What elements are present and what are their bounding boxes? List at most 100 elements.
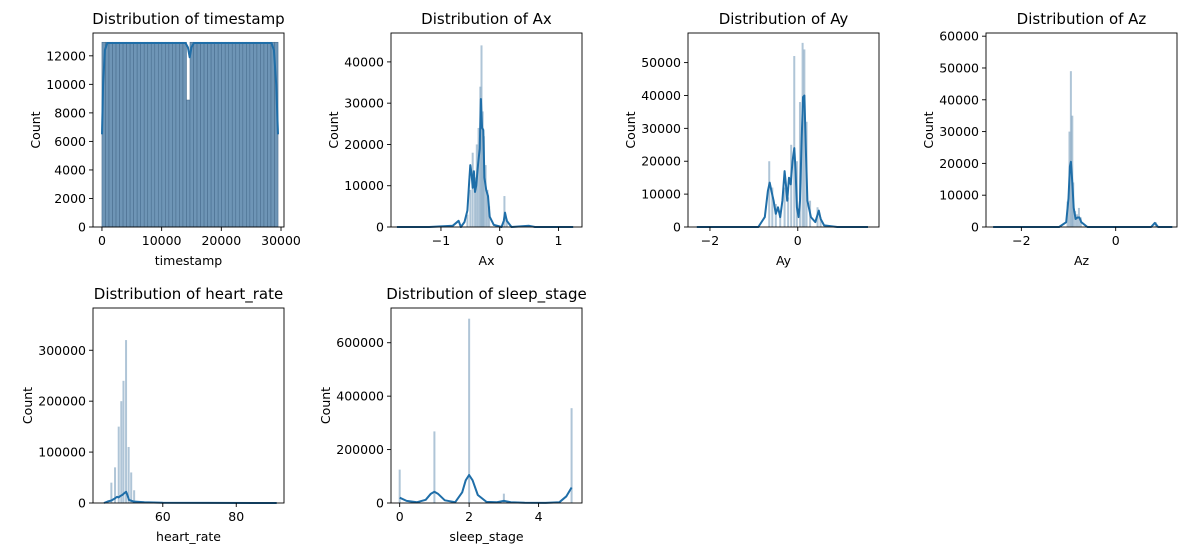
chart-title: Distribution of Az: [1017, 10, 1147, 28]
y-tick-label: 20000: [641, 154, 681, 169]
histogram-bar: [119, 41, 124, 228]
y-tick-label: 20000: [939, 156, 979, 171]
y-tick-label: 400000: [336, 389, 384, 404]
y-tick-label: 40000: [344, 54, 384, 69]
subplot-3: −2 0 0 10000 20000 30000 40000 50000 Distributio…: [623, 10, 880, 268]
histogram-bar: [203, 41, 208, 228]
y-tick-label: 300000: [38, 343, 86, 358]
histogram-bar: [469, 189, 472, 227]
histogram-bar: [793, 56, 796, 227]
subplot-2: −1 0 1 0 10000 20000 30000 40000 Distribution of…: [326, 10, 583, 268]
y-tick-label: 30000: [344, 96, 384, 111]
histogram-bar: [108, 41, 113, 228]
y-tick-label: 60000: [939, 29, 979, 44]
histogram-bar: [787, 197, 790, 227]
x-tick-label: −2: [1012, 233, 1030, 248]
histogram-bar: [249, 41, 254, 228]
x-tick-label: 20000: [201, 233, 241, 248]
x-tick-label: 80: [228, 509, 244, 524]
y-tick-label: 8000: [54, 105, 86, 120]
x-axis-label: Ay: [776, 253, 792, 268]
histogram-bar: [779, 210, 782, 227]
y-tick-label: 0: [673, 220, 681, 235]
histogram-bar: [253, 41, 258, 228]
histogram-bar: [398, 469, 401, 503]
x-axis-label: Ax: [479, 253, 495, 268]
histogram-bar: [130, 472, 133, 503]
histogram-bar: [256, 41, 261, 228]
histogram-bar: [486, 189, 489, 227]
x-tick-label: 60: [155, 509, 171, 524]
y-tick-label: 4000: [54, 162, 86, 177]
histogram-bar: [242, 41, 247, 228]
histogram-bar: [477, 127, 480, 227]
y-tick-label: 600000: [336, 335, 384, 350]
histogram-bar: [570, 408, 573, 503]
y-tick-label: 50000: [939, 60, 979, 75]
y-tick-label: 30000: [641, 121, 681, 136]
histogram-bar: [193, 41, 198, 228]
histogram-bar: [120, 401, 123, 503]
y-tick-label: 6000: [54, 134, 86, 149]
histogram-bar: [217, 41, 222, 228]
x-axis-label: sleep_stage: [449, 529, 524, 544]
y-tick-label: 12000: [46, 48, 86, 63]
histogram-bar: [267, 41, 272, 228]
histogram-bar: [480, 45, 483, 227]
histogram-bar: [126, 41, 131, 228]
histogram-bar: [479, 86, 482, 227]
histogram-bar: [186, 99, 191, 228]
histogram-bar: [246, 41, 251, 228]
y-tick-label: 10000: [46, 77, 86, 92]
y-tick-label: 0: [78, 496, 86, 511]
y-tick-label: 0: [376, 220, 384, 235]
y-axis-label: Count: [326, 111, 341, 148]
y-axis-label: Count: [921, 111, 936, 148]
axes-frame: [390, 32, 583, 228]
y-axis-label: Count: [318, 387, 333, 424]
histogram-bar: [117, 426, 120, 503]
histogram-bar: [112, 41, 117, 228]
y-tick-label: 40000: [641, 88, 681, 103]
axes-frame: [687, 32, 880, 228]
histogram-bar: [168, 41, 173, 228]
histogram-bar: [224, 41, 230, 228]
x-tick-label: 1: [555, 233, 563, 248]
kde-curve: [696, 94, 868, 228]
chart-title: Distribution of timestamp: [92, 10, 284, 28]
histogram-bar: [502, 493, 505, 503]
histogram-bar: [143, 41, 149, 228]
subplot-5: 60 80 0 100000 200000 300000 Distribution of h…: [20, 285, 285, 544]
histogram-bar: [790, 144, 793, 227]
histogram-bar: [768, 161, 771, 227]
axes-frame: [390, 307, 583, 504]
y-tick-label: 10000: [939, 188, 979, 203]
histogram-bar: [474, 177, 477, 227]
histogram-bar: [207, 41, 212, 228]
histogram-bar: [468, 318, 471, 503]
histogram-bar: [196, 41, 201, 228]
histogram-bar: [125, 340, 128, 503]
histogram-bar: [1069, 71, 1072, 227]
y-tick-label: 30000: [939, 124, 979, 139]
histogram-bar: [114, 467, 117, 503]
kde-curve: [993, 160, 1173, 228]
histogram-bar: [129, 41, 134, 228]
y-axis-label: Count: [28, 111, 43, 148]
histogram-bar: [214, 41, 219, 228]
y-tick-label: 0: [971, 220, 979, 235]
histogram-bar: [466, 214, 469, 227]
histogram-bar: [115, 41, 120, 228]
histogram-bar: [154, 41, 159, 228]
histogram-bar: [133, 490, 136, 503]
x-tick-label: 0: [1112, 233, 1120, 248]
histogram-bar: [147, 41, 152, 228]
y-tick-label: 50000: [641, 55, 681, 70]
axes-frame: [92, 32, 285, 228]
histogram-bar: [140, 41, 145, 228]
x-tick-label: 10000: [142, 233, 182, 248]
histogram-bar: [1076, 214, 1079, 227]
histogram-bar: [263, 41, 268, 228]
y-tick-label: 10000: [641, 187, 681, 202]
